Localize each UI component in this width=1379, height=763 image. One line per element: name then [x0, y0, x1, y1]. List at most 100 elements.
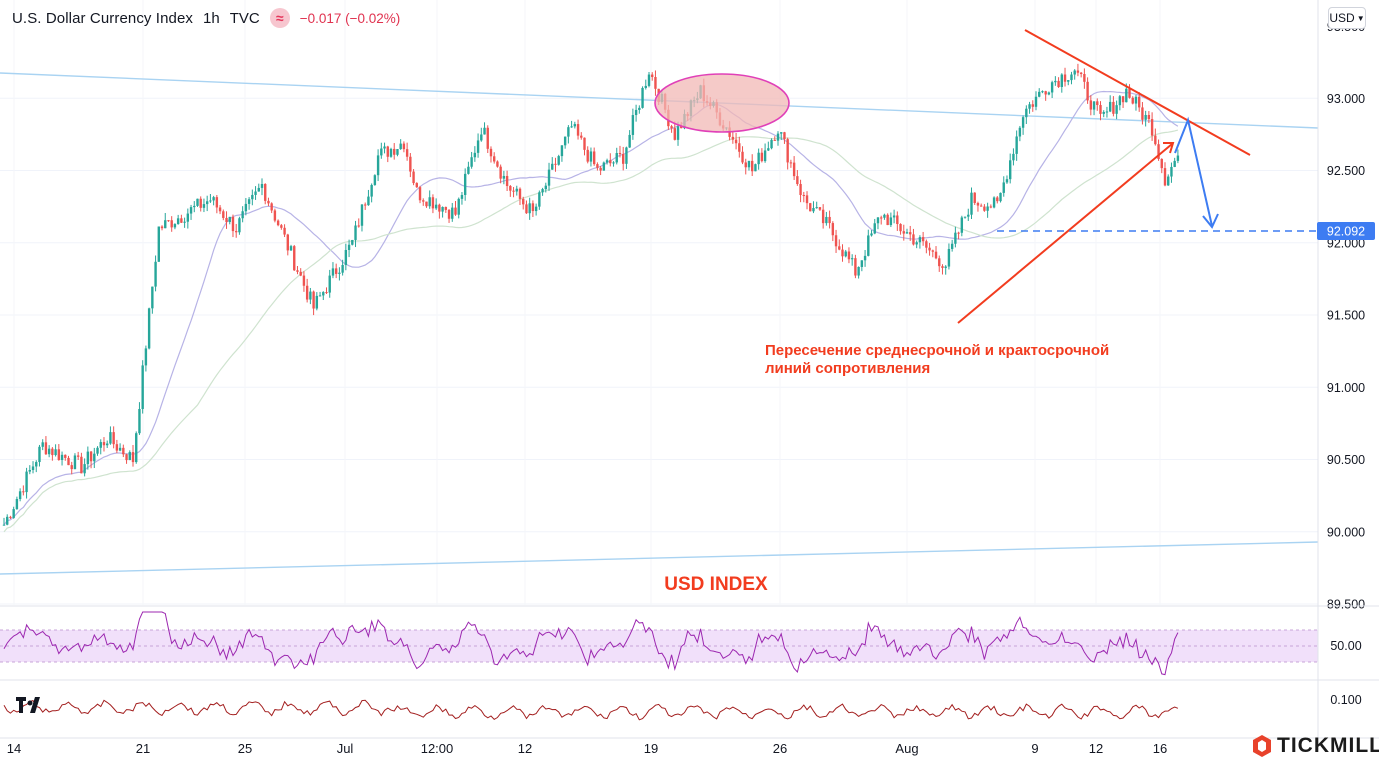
- candle-body: [1141, 107, 1144, 120]
- tickmill-logo: TICKMILL: [1253, 734, 1379, 758]
- candle-body: [276, 220, 280, 226]
- candle-body: [947, 248, 951, 267]
- candle-body: [373, 175, 377, 185]
- candle-body: [309, 291, 312, 300]
- candle-body: [241, 211, 244, 219]
- candle-body: [1028, 104, 1031, 109]
- trend-lines: [0, 72, 1319, 575]
- candle-body: [847, 251, 851, 260]
- candle-body: [380, 148, 383, 156]
- candle-body: [957, 232, 960, 234]
- candle-body: [147, 308, 151, 349]
- candle-body: [441, 207, 444, 212]
- candle-body: [809, 203, 812, 212]
- candle-body: [9, 516, 12, 518]
- candle-body: [944, 266, 947, 268]
- candle-body: [325, 292, 328, 294]
- candle-body: [131, 452, 135, 463]
- candle-body: [941, 266, 944, 268]
- interval[interactable]: 1h: [203, 9, 220, 27]
- candle-body: [344, 249, 348, 265]
- candle-body: [22, 491, 25, 493]
- approx-icon[interactable]: ≈: [269, 8, 290, 28]
- candle-body: [1038, 91, 1041, 97]
- candle-body: [805, 195, 809, 204]
- candle-body: [1121, 96, 1125, 103]
- candle-body: [902, 231, 905, 234]
- candle-body: [580, 135, 583, 138]
- candle-body: [799, 184, 802, 196]
- candle-body: [164, 220, 167, 229]
- candle-body: [905, 232, 909, 234]
- candle-body: [454, 207, 457, 215]
- candle-body: [405, 149, 409, 157]
- candle-body: [928, 247, 931, 251]
- candle-body: [541, 189, 544, 193]
- currency-selector[interactable]: USD ▼: [1328, 7, 1366, 29]
- candle-body: [592, 151, 596, 165]
- candle-body: [1157, 144, 1160, 159]
- candle-body: [612, 162, 615, 164]
- candle-body: [434, 204, 438, 209]
- candle-body: [918, 237, 922, 243]
- annotation-lines: [957, 29, 1318, 324]
- candle-body: [264, 184, 267, 201]
- candle-body: [260, 184, 264, 188]
- rising-trend-arrow: [957, 143, 1173, 324]
- candle-body: [1044, 91, 1047, 95]
- candle-body: [305, 285, 309, 300]
- candle-body: [547, 169, 551, 186]
- short-term-resistance-line: [1024, 29, 1251, 156]
- candle-body: [296, 270, 299, 272]
- candle-body: [160, 226, 164, 229]
- candle-body: [35, 462, 38, 467]
- candle-body: [167, 220, 170, 222]
- candle-body: [1112, 101, 1115, 114]
- candle-body: [1083, 74, 1086, 82]
- candle-body: [934, 251, 938, 259]
- candle-body: [1047, 92, 1051, 95]
- candle-body: [583, 137, 586, 150]
- candle-body: [73, 455, 77, 470]
- candle-body: [525, 204, 528, 214]
- candle-body: [67, 457, 70, 466]
- candle-body: [622, 154, 625, 164]
- rsi-tick-label: 50.00: [1330, 639, 1361, 653]
- candle-body: [360, 204, 364, 226]
- candle-body: [1025, 108, 1028, 118]
- candle-body: [1167, 176, 1170, 186]
- symbol-legend[interactable]: U.S. Dollar Currency Index 1h TVC ≈ −0.0…: [12, 8, 400, 28]
- candle-body: [909, 232, 912, 235]
- candle-body: [399, 143, 402, 150]
- candle-body: [680, 126, 683, 129]
- y-tick-label: 91.500: [1327, 309, 1365, 323]
- y-tick-label: 93.000: [1327, 92, 1365, 106]
- symbol-name: U.S. Dollar Currency Index: [12, 9, 193, 27]
- candle-body: [767, 148, 770, 151]
- candle-body: [544, 185, 547, 190]
- candle-body: [6, 516, 9, 525]
- candle-body: [967, 214, 970, 217]
- candle-body: [364, 204, 367, 206]
- candle-body: [551, 163, 554, 170]
- candle-body: [302, 275, 306, 286]
- candle-body: [1063, 74, 1067, 82]
- candle-body: [1057, 80, 1060, 87]
- candle-body: [51, 448, 54, 456]
- candle-body: [1138, 96, 1141, 108]
- candle-body: [747, 160, 751, 168]
- candle-body: [367, 196, 370, 206]
- candle-body: [1012, 153, 1015, 161]
- candle-body: [828, 216, 831, 224]
- candle-body: [757, 152, 760, 165]
- candle-body: [899, 223, 902, 232]
- candle-body: [396, 149, 399, 155]
- candle-body: [125, 454, 128, 461]
- candle-body: [741, 151, 744, 163]
- candle-body: [889, 217, 893, 226]
- candle-body: [821, 209, 825, 224]
- candle-body: [1070, 74, 1073, 81]
- tradingview-logo-icon[interactable]: [16, 697, 44, 718]
- y-tick-label: 90.500: [1327, 453, 1365, 467]
